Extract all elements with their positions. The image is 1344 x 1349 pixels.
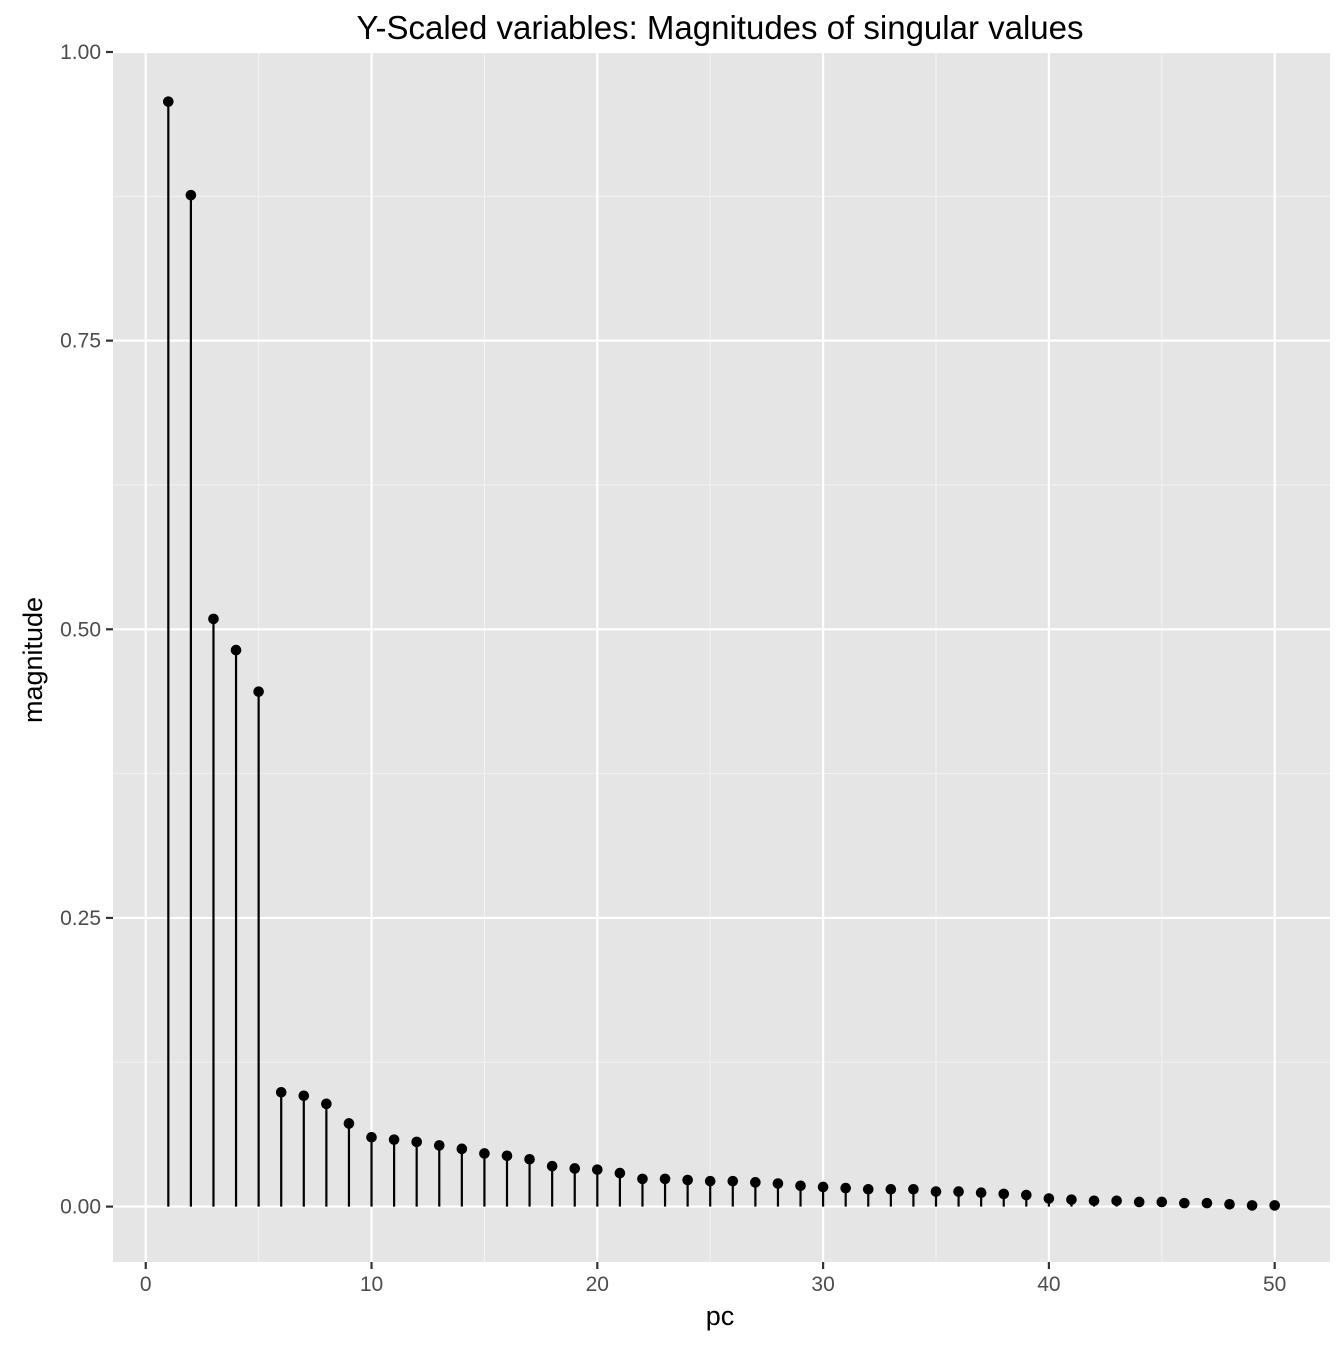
- data-point: [772, 1178, 784, 1189]
- data-point: [230, 644, 242, 656]
- y-tick-label: 0.25: [60, 907, 101, 930]
- data-point: [1021, 1189, 1032, 1201]
- data-point: [479, 1148, 490, 1159]
- data-point: [659, 1173, 671, 1185]
- data-point: [1156, 1196, 1168, 1208]
- data-point: [253, 686, 264, 697]
- data-point: [704, 1175, 716, 1187]
- data-point: [388, 1134, 400, 1145]
- y-axis-title: magnitude: [18, 597, 48, 723]
- data-point: [885, 1183, 897, 1195]
- data-point: [185, 189, 197, 201]
- chart-title: Y-Scaled variables: Magnitudes of singul…: [356, 9, 1083, 46]
- y-tick-label: 0.50: [60, 618, 101, 641]
- data-point: [1246, 1200, 1258, 1211]
- data-point: [1179, 1197, 1190, 1209]
- data-point: [275, 1086, 287, 1098]
- y-axis: 0.00 0.25 0.50 0.75 1.00: [60, 41, 113, 1219]
- y-tick-label: 1.00: [60, 41, 101, 64]
- data-point: [1269, 1200, 1280, 1211]
- data-point: [298, 1090, 310, 1102]
- data-point: [1201, 1197, 1213, 1209]
- x-tick-label: 10: [360, 1273, 383, 1296]
- data-point: [682, 1174, 693, 1186]
- data-point: [321, 1098, 332, 1110]
- data-point: [953, 1186, 964, 1197]
- data-point: [795, 1180, 806, 1192]
- data-point: [569, 1163, 581, 1174]
- data-point: [163, 96, 174, 107]
- stem-lines: [167, 101, 1276, 1207]
- data-point: [524, 1153, 535, 1165]
- x-tick-label: 40: [1037, 1273, 1060, 1296]
- data-point: [998, 1188, 1010, 1200]
- data-point: [614, 1167, 626, 1179]
- data-point: [862, 1183, 874, 1195]
- data-point: [366, 1132, 377, 1143]
- data-point: [975, 1187, 987, 1199]
- x-tick-label: 30: [811, 1273, 834, 1296]
- x-axis: 0 10 20 30 40 50: [140, 1262, 1286, 1296]
- plot-panel: [113, 52, 1330, 1262]
- x-axis-title: pc: [706, 1301, 735, 1331]
- data-point: [1111, 1195, 1122, 1207]
- major-gridlines: [113, 50, 1330, 1262]
- minor-gridlines: [113, 52, 1330, 1262]
- data-point: [727, 1175, 739, 1187]
- x-tick-label: 0: [140, 1273, 152, 1296]
- data-point: [343, 1118, 355, 1129]
- data-point: [592, 1164, 603, 1175]
- data-point: [208, 613, 219, 625]
- data-point: [1088, 1195, 1100, 1207]
- data-point: [1066, 1194, 1077, 1205]
- data-point: [637, 1173, 648, 1185]
- x-tick-label: 50: [1263, 1273, 1286, 1296]
- data-point: [411, 1136, 422, 1148]
- data-point: [546, 1160, 558, 1172]
- data-point: [1133, 1196, 1145, 1208]
- data-point: [1224, 1198, 1235, 1210]
- data-point: [840, 1182, 851, 1194]
- data-point: [930, 1186, 942, 1197]
- data-points: [163, 96, 1280, 1211]
- data-point: [750, 1177, 761, 1188]
- data-point: [456, 1143, 468, 1155]
- data-point: [433, 1140, 445, 1151]
- y-tick-label: 0.00: [60, 1196, 101, 1219]
- y-tick-label: 0.75: [60, 330, 101, 353]
- data-point: [908, 1183, 919, 1195]
- data-point: [817, 1181, 829, 1193]
- x-tick-label: 20: [586, 1273, 609, 1296]
- data-point: [1043, 1193, 1055, 1204]
- data-point: [501, 1150, 513, 1162]
